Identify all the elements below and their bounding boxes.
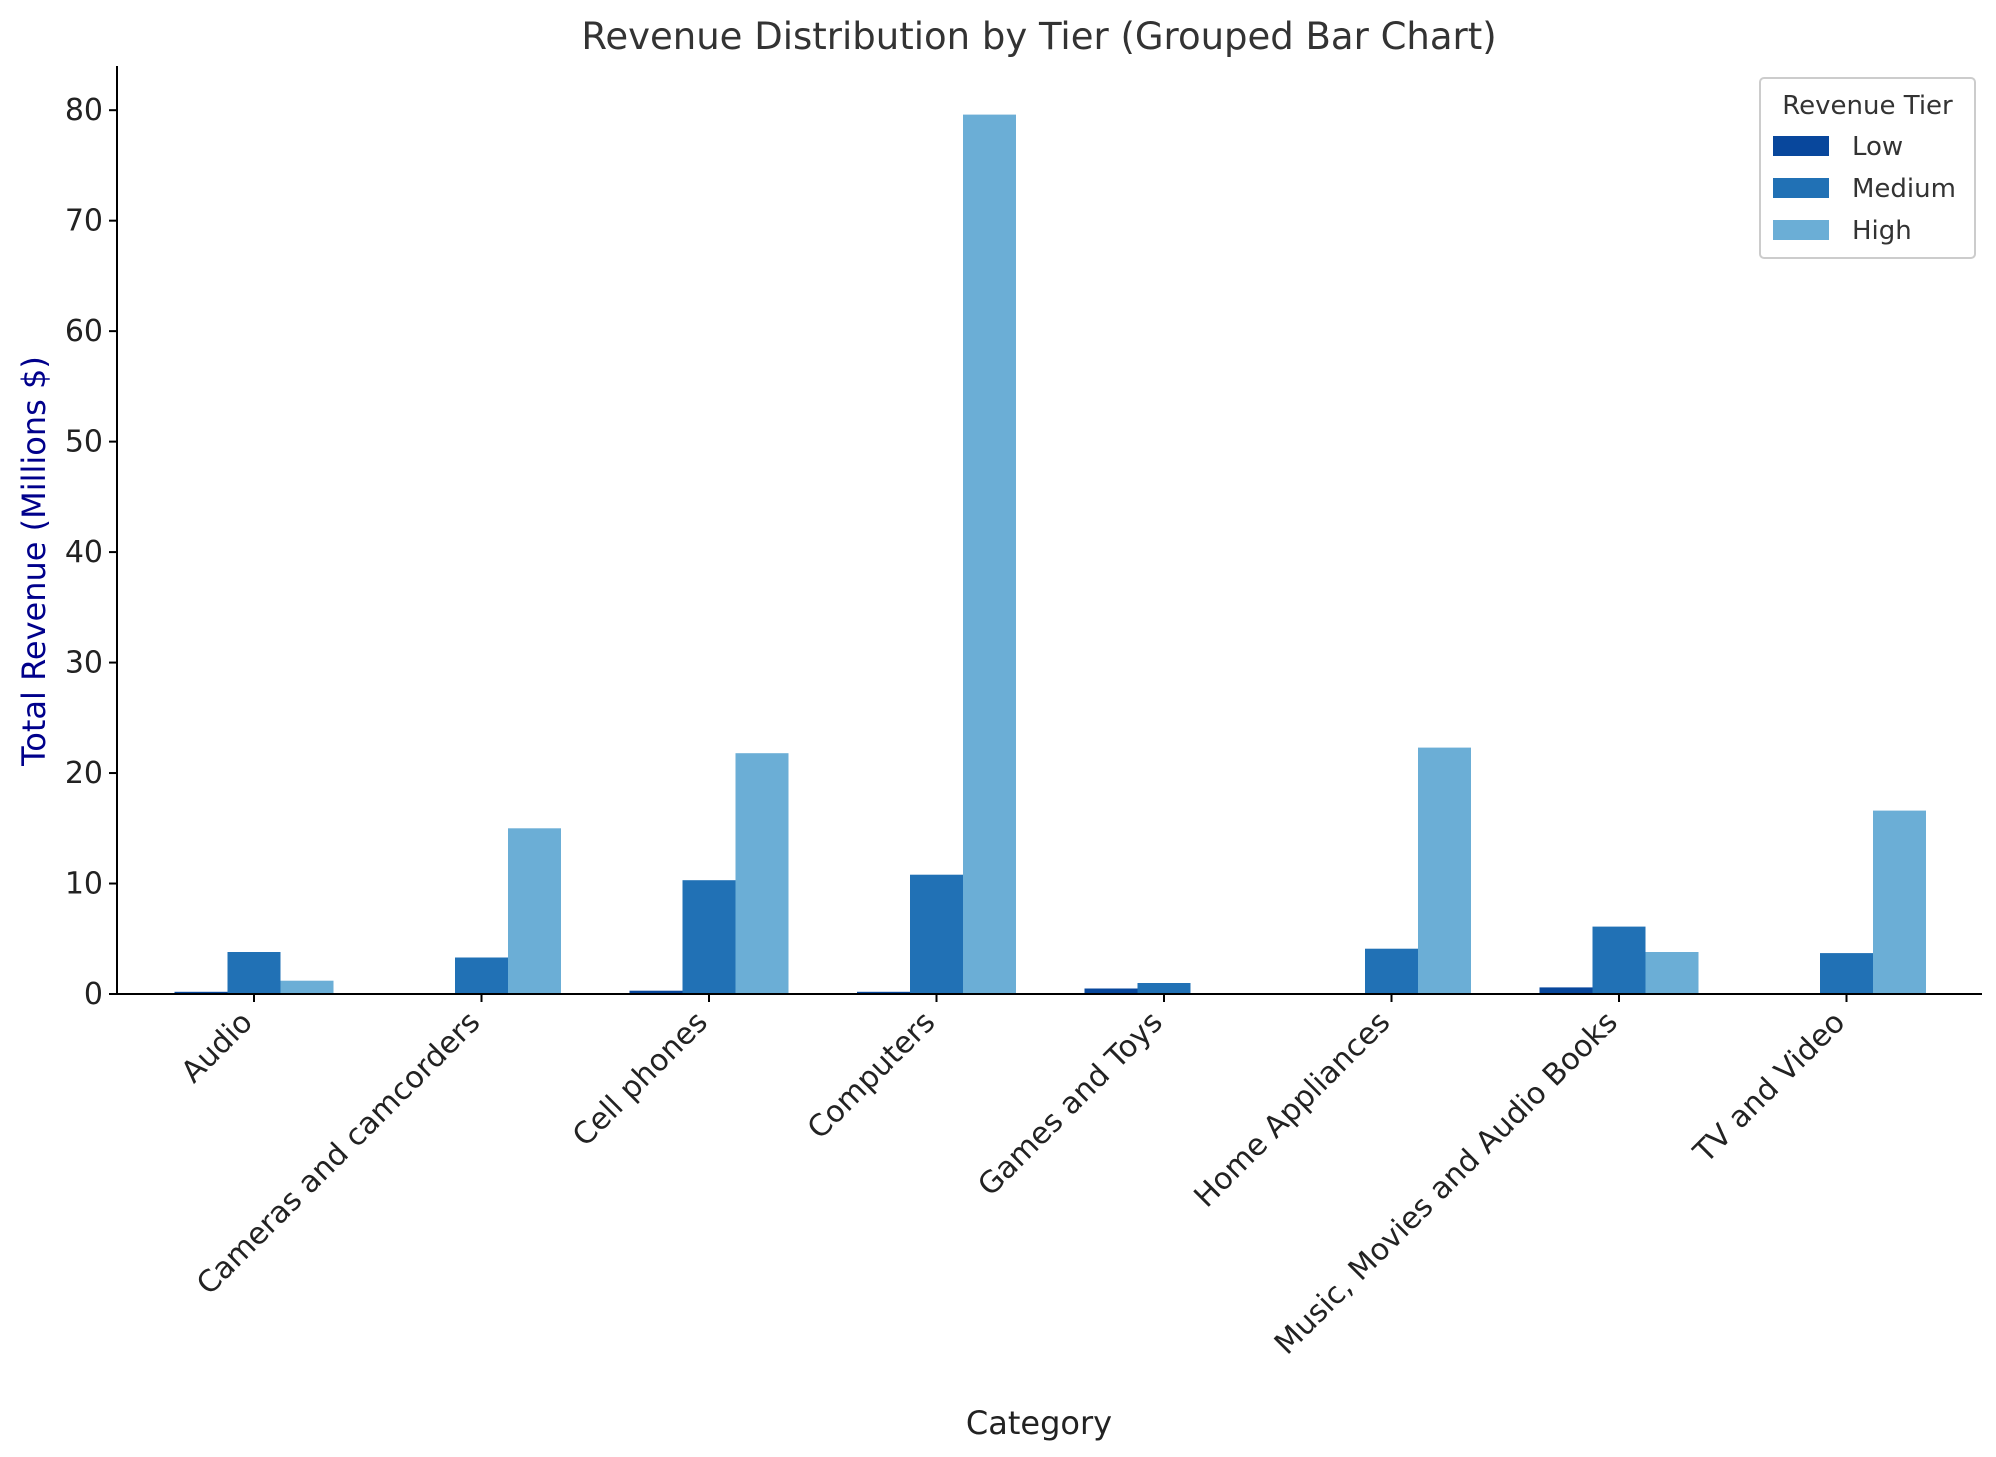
bar-medium-1 bbox=[455, 957, 508, 994]
y-tick-label: 80 bbox=[65, 93, 103, 128]
bar-medium-6 bbox=[1592, 926, 1646, 994]
bar-medium-3 bbox=[910, 874, 963, 994]
x-tick-label: Computers bbox=[801, 1005, 942, 1146]
legend-label-high: High bbox=[1852, 216, 1912, 246]
y-tick-label: 30 bbox=[65, 646, 103, 681]
bar-medium-4 bbox=[1137, 983, 1191, 994]
legend-swatch-low bbox=[1773, 136, 1829, 156]
legend-box bbox=[1759, 77, 1976, 259]
legend-label-low: Low bbox=[1852, 132, 1903, 162]
legend: Revenue Tier Low Medium High bbox=[1759, 77, 1976, 259]
x-tick-label: TV and Video bbox=[1686, 1005, 1852, 1171]
chart-title: Revenue Distribution by Tier (Grouped Ba… bbox=[581, 15, 1496, 58]
bar-high-2 bbox=[735, 753, 789, 994]
bar-low-0 bbox=[174, 991, 228, 994]
bar-medium-0 bbox=[227, 952, 281, 994]
y-tick-label: 40 bbox=[65, 535, 103, 570]
bar-high-6 bbox=[1645, 952, 1699, 994]
legend-label-medium: Medium bbox=[1852, 174, 1956, 204]
y-tick-label: 0 bbox=[84, 977, 103, 1012]
bar-high-3 bbox=[963, 114, 1016, 995]
legend-title: Revenue Tier bbox=[1782, 91, 1953, 121]
y-tick-label: 70 bbox=[65, 204, 103, 239]
bar-medium-7 bbox=[1820, 953, 1873, 994]
x-tick-label: Games and Toys bbox=[971, 1005, 1169, 1203]
x-axis-label: Category bbox=[966, 1404, 1112, 1442]
legend-swatch-high bbox=[1773, 220, 1829, 240]
legend-swatch-medium bbox=[1773, 178, 1829, 198]
x-tick-label: Home Appliances bbox=[1188, 1005, 1398, 1215]
bar-medium-2 bbox=[682, 880, 736, 994]
bars-layer bbox=[174, 114, 1926, 995]
bar-high-5 bbox=[1418, 747, 1471, 994]
bar-low-4 bbox=[1084, 988, 1138, 994]
bar-medium-5 bbox=[1365, 948, 1418, 994]
y-tick-label: 10 bbox=[65, 867, 103, 902]
y-tick-label: 20 bbox=[65, 756, 103, 791]
x-tick-label: Cell phones bbox=[566, 1005, 715, 1154]
y-axis: 0 10 20 30 40 50 60 70 80 bbox=[65, 66, 118, 1012]
bar-low-2 bbox=[629, 990, 683, 994]
y-tick-label: 60 bbox=[65, 314, 103, 349]
bar-high-0 bbox=[280, 980, 334, 994]
bar-high-7 bbox=[1873, 810, 1926, 994]
bar-high-1 bbox=[508, 828, 561, 994]
x-tick-label: Audio bbox=[175, 1005, 260, 1090]
y-axis-label: Total Revenue (Millions $) bbox=[15, 356, 53, 767]
y-tick-label: 50 bbox=[65, 425, 103, 460]
bar-low-6 bbox=[1539, 987, 1593, 994]
bar-low-3 bbox=[857, 991, 910, 994]
